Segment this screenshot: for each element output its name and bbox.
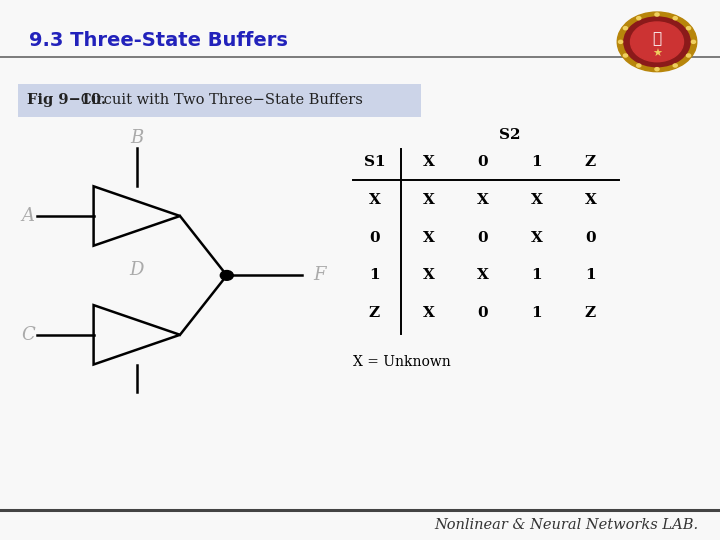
Text: Circuit with Two Three−State Buffers: Circuit with Two Three−State Buffers [76,93,362,107]
Text: ★: ★ [652,49,662,59]
Circle shape [631,22,683,62]
Text: 0: 0 [369,231,379,245]
Text: X: X [477,268,488,282]
Circle shape [673,17,678,20]
Text: Nonlinear & Neural Networks LAB.: Nonlinear & Neural Networks LAB. [434,518,698,532]
Text: 1: 1 [531,268,541,282]
Text: F: F [313,266,325,285]
Circle shape [636,64,641,67]
Text: S2: S2 [499,128,520,142]
Text: X: X [423,155,434,169]
Circle shape [617,12,697,72]
Text: X: X [477,193,488,207]
Circle shape [655,13,659,16]
Text: X: X [423,231,434,245]
Text: S1: S1 [364,155,385,169]
Text: 华: 华 [652,31,662,46]
Text: X: X [585,193,596,207]
Circle shape [686,54,690,57]
Text: 9.3 Three-State Buffers: 9.3 Three-State Buffers [29,31,288,50]
Text: D: D [130,261,144,279]
Text: B: B [130,129,143,147]
Text: 1: 1 [531,155,541,169]
Circle shape [636,17,641,20]
Circle shape [624,54,628,57]
Text: X: X [423,193,434,207]
Text: Z: Z [369,306,380,320]
Text: 0: 0 [477,306,487,320]
Circle shape [686,26,690,30]
Text: X: X [369,193,380,207]
Text: 1: 1 [531,306,541,320]
Text: 0: 0 [477,231,487,245]
Text: Z: Z [585,306,596,320]
Text: Z: Z [585,155,596,169]
Text: X = Unknown: X = Unknown [353,355,451,369]
Text: A: A [22,207,35,225]
Text: X: X [531,231,542,245]
Circle shape [655,68,659,71]
Circle shape [691,40,696,43]
Text: C: C [22,326,35,344]
Circle shape [618,40,623,43]
Text: 1: 1 [585,268,595,282]
Text: 1: 1 [369,268,379,282]
FancyBboxPatch shape [18,84,421,117]
Text: 0: 0 [585,231,595,245]
Circle shape [624,26,628,30]
Circle shape [220,271,233,280]
Text: X: X [423,306,434,320]
Text: X: X [531,193,542,207]
Circle shape [624,17,690,67]
Text: 0: 0 [477,155,487,169]
Text: Fig 9−10.: Fig 9−10. [27,93,106,107]
Text: X: X [423,268,434,282]
Circle shape [673,64,678,67]
